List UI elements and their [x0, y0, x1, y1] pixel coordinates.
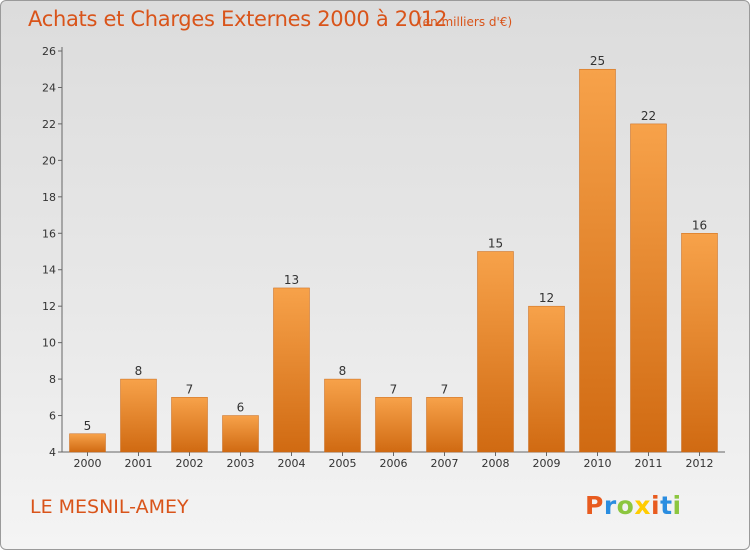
y-tick-label: 14 — [42, 264, 56, 277]
y-tick-label: 10 — [42, 337, 56, 350]
y-tick-label: 8 — [49, 373, 56, 386]
y-tick-label: 12 — [42, 300, 56, 313]
y-tick-label: 16 — [42, 227, 56, 240]
data-label-2003: 6 — [237, 401, 245, 415]
x-tick-label: 2009 — [533, 457, 561, 470]
x-tick-label: 2011 — [635, 457, 663, 470]
y-tick-label: 4 — [49, 446, 56, 459]
data-label-2004: 13 — [284, 273, 299, 287]
x-tick-label: 2004 — [278, 457, 306, 470]
y-tick-label: 20 — [42, 154, 56, 167]
chart-subtitle: (en milliers d'€) — [418, 15, 513, 29]
data-label-2000: 5 — [84, 419, 92, 433]
bar-2011 — [630, 123, 667, 453]
bar-2012 — [681, 233, 718, 453]
x-tick-label: 2007 — [431, 457, 459, 470]
data-label-2007: 7 — [441, 382, 449, 396]
data-label-2008: 15 — [488, 237, 503, 251]
data-label-2002: 7 — [186, 382, 194, 396]
x-tick-label: 2008 — [482, 457, 510, 470]
bar-2004 — [273, 287, 310, 453]
bar-2005 — [324, 378, 361, 453]
data-label-2011: 22 — [641, 109, 656, 123]
x-tick-label: 2002 — [176, 457, 204, 470]
data-label-2012: 16 — [692, 218, 707, 232]
y-tick-label: 24 — [42, 81, 56, 94]
x-tick-label: 2003 — [227, 457, 255, 470]
y-tick-label: 6 — [49, 410, 56, 423]
bar-2009 — [528, 305, 565, 453]
x-tick-label: 2005 — [329, 457, 357, 470]
data-label-2001: 8 — [135, 364, 143, 378]
x-tick-label: 2000 — [74, 457, 102, 470]
chart-title: Achats et Charges Externes 2000 à 2012 — [28, 7, 448, 31]
x-tick-label: 2010 — [584, 457, 612, 470]
bar-2002 — [171, 397, 208, 453]
bar-2010 — [579, 68, 616, 453]
bar-2000 — [69, 433, 106, 453]
data-label-2010: 25 — [590, 54, 605, 68]
x-tick-label: 2006 — [380, 457, 408, 470]
bar-2006 — [375, 397, 412, 453]
y-tick-label: 18 — [42, 191, 56, 204]
x-tick-label: 2012 — [686, 457, 714, 470]
data-label-2009: 12 — [539, 291, 554, 305]
bar-2001 — [120, 378, 157, 453]
y-tick-label: 26 — [42, 45, 56, 58]
data-label-2006: 7 — [390, 382, 398, 396]
bar-2008 — [477, 251, 514, 453]
x-tick-label: 2001 — [125, 457, 153, 470]
y-tick-label: 22 — [42, 118, 56, 131]
data-label-2005: 8 — [339, 364, 347, 378]
bar-2003 — [222, 415, 259, 453]
proxiti-logo: Proxiti — [585, 491, 682, 520]
location-label: LE MESNIL-AMEY — [30, 496, 189, 518]
bar-2007 — [426, 397, 463, 453]
